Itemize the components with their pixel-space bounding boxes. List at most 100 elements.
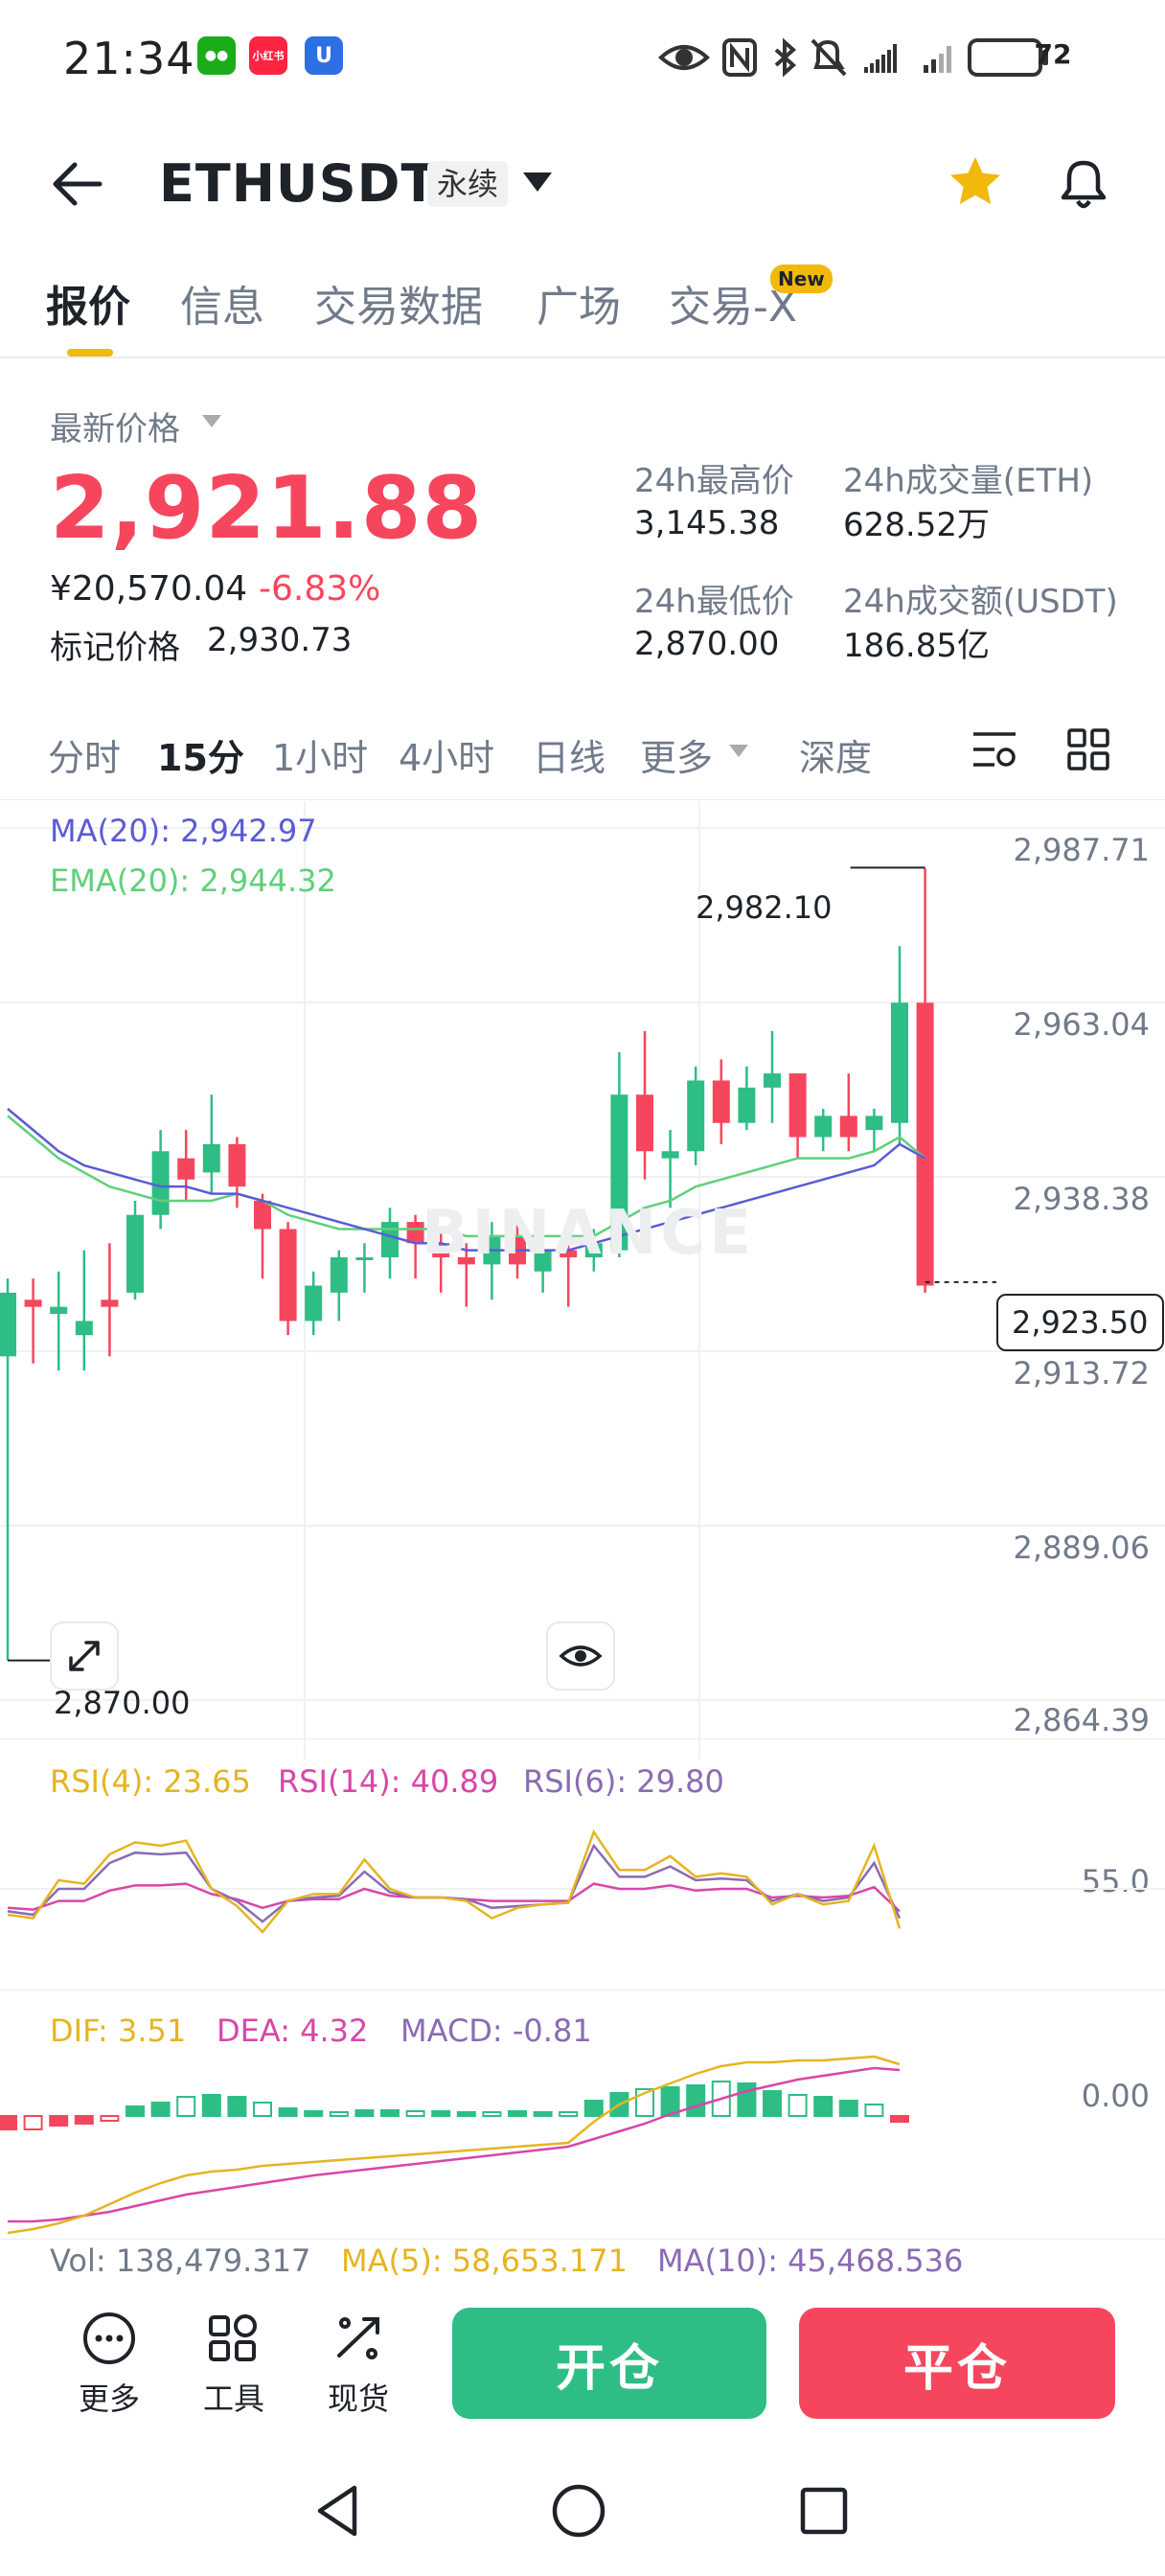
rsi6-legend: RSI(6): 29.80 [523, 1763, 724, 1800]
open-position-button[interactable]: 开仓 [452, 2308, 766, 2419]
tab-divider [0, 356, 1165, 358]
mark-price: 2,930.73 [207, 621, 353, 659]
battery-icon [968, 38, 1048, 77]
dif-line [7, 2055, 901, 2235]
candle-body [0, 1292, 16, 1357]
macd-histogram-bar [660, 2086, 680, 2117]
dea-legend: DEA: 4.32 [217, 2012, 369, 2049]
macd-histogram-bar [150, 2102, 171, 2117]
candle-body [687, 1080, 705, 1152]
fullscreen-button[interactable] [50, 1622, 119, 1690]
xiaohongshu-icon: 小红书 [249, 36, 287, 75]
visibility-toggle-button[interactable] [546, 1622, 615, 1690]
eye-icon [559, 1645, 603, 1667]
y-tick: 2,889.06 [1013, 1530, 1151, 1566]
candle-body [916, 1002, 934, 1286]
candle-body [432, 1243, 450, 1257]
pair-title[interactable]: ETHUSDT [159, 153, 438, 214]
ema-line [7, 1115, 926, 1238]
rsi-tick: 55.0 [1081, 1863, 1150, 1899]
back-nav-icon[interactable] [310, 2482, 368, 2540]
tab-square[interactable]: 广场 [537, 283, 621, 332]
interval-time[interactable]: 分时 [48, 737, 122, 779]
candle-body [610, 1094, 628, 1251]
macd-histogram-bar [788, 2094, 808, 2117]
interval-4h[interactable]: 4小时 [399, 737, 495, 779]
back-arrow-icon[interactable] [48, 159, 105, 209]
rsi4-line [7, 1828, 902, 1934]
interval-more[interactable]: 更多 [640, 737, 714, 779]
home-nav-icon[interactable] [550, 2482, 607, 2540]
grid-layout-icon[interactable] [1065, 726, 1113, 774]
candle-body [24, 1300, 42, 1307]
candle-body [534, 1250, 552, 1272]
tools-button[interactable]: 工具 [176, 2310, 291, 2419]
interval-daily[interactable]: 日线 [533, 737, 606, 779]
macd-histogram-bar [890, 2115, 909, 2123]
recents-nav-icon[interactable] [795, 2482, 853, 2540]
spot-button[interactable]: 现货 [301, 2310, 416, 2419]
mute-icon [811, 38, 847, 77]
macd-histogram-bar [583, 2100, 604, 2117]
tab-info[interactable]: 信息 [180, 283, 264, 332]
macd-histogram-bar [864, 2104, 884, 2117]
price-cny: ¥20,570.04 [50, 569, 248, 609]
price-type-dropdown-icon[interactable] [201, 414, 222, 429]
volume-legend: Vol: 138,479.317 [50, 2242, 311, 2279]
macd-tick: 0.00 [1081, 2078, 1150, 2114]
macd-histogram-bar [74, 2115, 94, 2125]
candle-body [50, 1306, 68, 1315]
interval-divider [0, 799, 1165, 800]
wechat-icon: ●● [197, 36, 236, 75]
battery-level: 72 [1034, 38, 1072, 70]
macd-histogram-bar [533, 2111, 553, 2117]
macd-histogram-bar [100, 2115, 120, 2122]
tools-label: 工具 [202, 2380, 264, 2417]
candle-body [355, 1256, 374, 1260]
more-button[interactable]: 更多 [52, 2310, 167, 2419]
pair-dropdown-icon[interactable] [521, 171, 554, 194]
interval-15m[interactable]: 15分 [157, 737, 244, 779]
tab-active-indicator [67, 349, 113, 356]
volume-usdt-label: 24h成交额(USDT) [843, 583, 1118, 621]
high-price-marker: 2,982.10 [696, 889, 833, 926]
low-24h-value: 2,870.00 [634, 625, 780, 663]
close-position-button[interactable]: 平仓 [799, 2308, 1115, 2419]
candle-body [738, 1087, 756, 1123]
candle-body [814, 1116, 833, 1138]
candle-body [330, 1256, 348, 1293]
tab-trading-data[interactable]: 交易数据 [314, 283, 483, 332]
more-label: 更多 [78, 2380, 140, 2417]
rsi-chart [0, 1828, 1165, 1934]
macd-histogram-bar [763, 2090, 782, 2117]
last-price: 2,921.88 [50, 458, 484, 559]
rsi-divider [0, 1738, 1165, 1739]
tab-quote[interactable]: 报价 [46, 283, 130, 332]
candle-body [764, 1073, 781, 1088]
favorite-star-icon[interactable] [947, 153, 1004, 211]
macd-legend: MACD: -0.81 [400, 2012, 592, 2049]
rsi14-legend: RSI(14): 40.89 [278, 1763, 499, 1800]
candle-body [279, 1229, 297, 1322]
interval-1h[interactable]: 1小时 [272, 737, 369, 779]
dea-line [8, 2066, 901, 2223]
candle-body [151, 1151, 170, 1215]
candle-body [202, 1143, 220, 1173]
binance-watermark: BINANCE [422, 1198, 755, 1269]
macd-histogram-bar [380, 2109, 400, 2117]
nfc-icon [722, 38, 757, 77]
macd-histogram-bar [405, 2110, 425, 2117]
last-price-label[interactable]: 最新价格 [50, 410, 180, 448]
candle-body [560, 1250, 578, 1257]
low-24h-label: 24h最低价 [634, 583, 794, 621]
candlestick-chart[interactable] [0, 801, 1165, 1760]
macd-histogram-bar [431, 2110, 451, 2117]
more-dropdown-icon[interactable] [728, 744, 749, 759]
chart-settings-icon[interactable] [970, 726, 1021, 774]
macd-histogram-bar [227, 2096, 247, 2117]
eye-icon [658, 45, 710, 70]
notification-bell-icon[interactable] [1054, 153, 1113, 215]
interval-depth[interactable]: 深度 [799, 737, 873, 779]
candle-body [406, 1222, 424, 1244]
macd-histogram-bar [23, 2115, 43, 2130]
